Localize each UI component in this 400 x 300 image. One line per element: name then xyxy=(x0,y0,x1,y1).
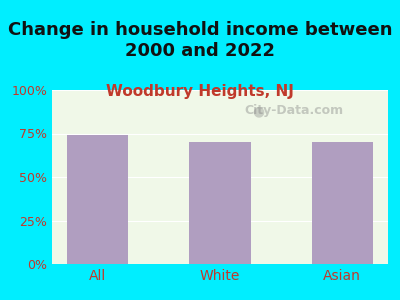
Text: ●: ● xyxy=(252,104,265,118)
Text: City-Data.com: City-Data.com xyxy=(244,104,344,117)
Text: Change in household income between
2000 and 2022: Change in household income between 2000 … xyxy=(8,21,392,60)
Text: Woodbury Heights, NJ: Woodbury Heights, NJ xyxy=(106,84,294,99)
Bar xyxy=(312,142,373,264)
Bar xyxy=(67,135,128,264)
Bar xyxy=(190,142,250,264)
